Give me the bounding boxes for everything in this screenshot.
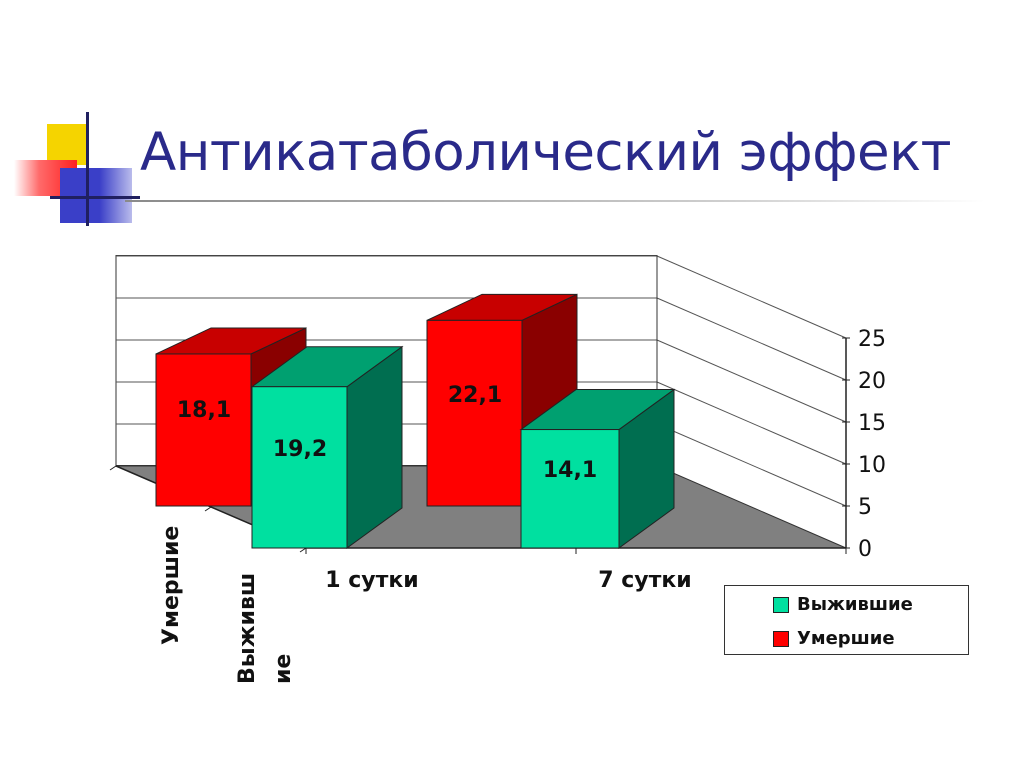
y-tick-label-0: 0 [858,537,872,562]
depth-tick-0 [109,465,117,471]
bar-survived-day1: 19,2 [250,345,404,549]
depth-label-survived: Выживш ие [235,573,296,684]
gridline-side-5 [656,255,847,339]
legend-item-survived: Выжившие [773,594,913,615]
legend-item-died: Умершие [773,628,895,649]
bar-survived-day7-front [520,429,620,549]
y-tick-label-5: 25 [858,327,886,352]
y-tick-label-3: 15 [858,411,886,436]
gridline-side-2 [656,381,847,465]
bar-died-day7-value-label: 22,1 [448,383,502,408]
bar-survived-day1-front [251,386,348,549]
decor-vertical-line [86,112,89,226]
slide-title: Антикатаболический эффект [140,122,952,183]
x-category-label-1: 7 сутки [598,568,691,593]
legend-label-survived: Выжившие [797,594,913,615]
bar-died-day1-front [155,353,252,507]
depth-label-survived-line-2: ие [271,654,296,684]
y-tick-label-1: 5 [858,495,872,520]
bar-survived-day7-value-label: 14,1 [543,458,597,483]
y-tick-label-4: 20 [858,369,886,394]
gridline-side-1 [656,423,847,507]
depth-tick-1 [204,506,212,512]
depth-tick-2 [299,547,307,553]
decor-horizontal-line [50,196,140,199]
y-tick-label-2: 10 [858,453,886,478]
bar-died-day7-front [426,319,523,507]
legend-swatch-survived [773,596,789,613]
x-category-label-0: 1 сутки [325,568,418,593]
decor-yellow-square [47,124,88,165]
bar-survived-day7: 14,1 [519,388,676,549]
gridline-side-3 [656,339,847,423]
legend-label-died: Умершие [797,628,895,649]
bar-died-day1-value-label: 18,1 [177,398,231,423]
depth-label-died: Умершие [159,526,184,645]
title-rule [125,200,985,202]
legend-swatch-died [773,630,789,647]
bar-survived-day1-value-label: 19,2 [273,437,327,462]
depth-label-survived-line-1: Выживш [235,573,260,684]
chart-legend: Выжившие Умершие [724,585,969,655]
decor-blue-square [60,168,132,223]
gridline-side-4 [656,297,847,381]
